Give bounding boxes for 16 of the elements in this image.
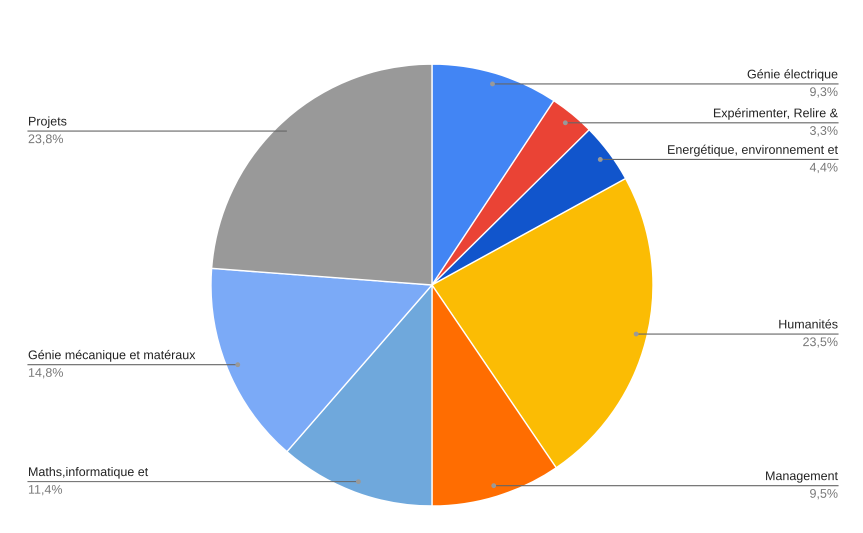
slice-label: Expérimenter, Relire &	[714, 108, 838, 120]
data-label: 3,3%	[810, 126, 838, 136]
data-label: 9,3%	[810, 87, 838, 98]
data-label: 23,5%	[803, 337, 838, 348]
slice-label: Maths,informatique et	[29, 466, 148, 479]
slice-label: Energétique, environnement et	[668, 144, 838, 156]
data-label: 9,5%	[810, 489, 838, 500]
slice-label: Management	[766, 471, 838, 483]
slice-label: Humanités	[779, 319, 838, 329]
data-label: 11,4%	[28, 485, 62, 496]
data-label: 23,8%	[28, 134, 63, 145]
slice-label: Génie mécanique et matéraux	[28, 350, 196, 362]
slice-label: Projets	[29, 116, 66, 128]
data-label: 14,8%	[28, 368, 63, 378]
slice-label: Génie électrique	[748, 69, 838, 81]
data-label: 4,4%	[810, 162, 838, 174]
